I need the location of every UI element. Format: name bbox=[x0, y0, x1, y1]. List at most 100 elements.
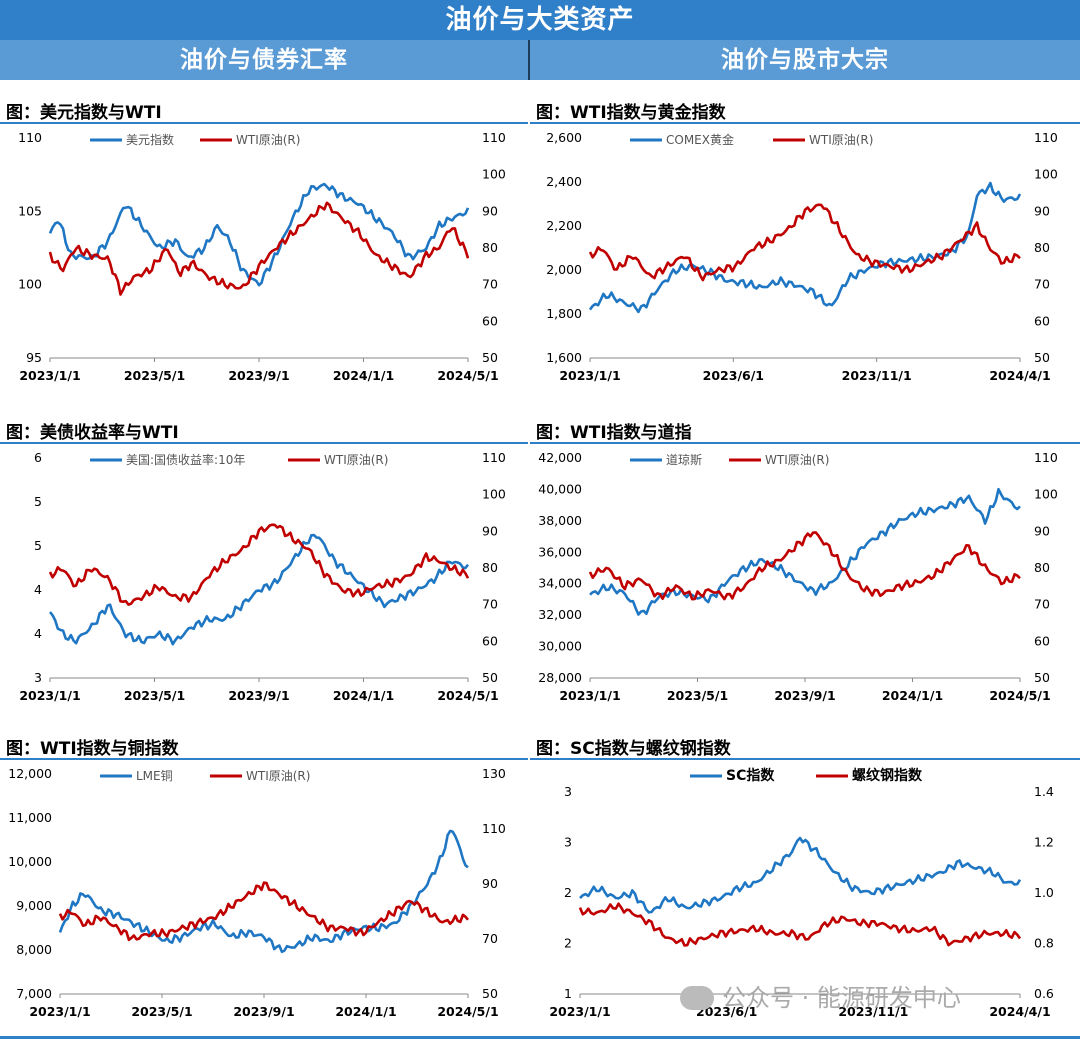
series-line bbox=[48, 533, 470, 646]
title-rule bbox=[530, 758, 1080, 760]
y2-tick-label: 110 bbox=[1034, 130, 1058, 145]
y-tick-label: 30,000 bbox=[538, 639, 582, 654]
chart-panel-sc-rebar: 图：SC指数与螺纹钢指数 1 2 2 3 3 0.6 0.8 1.0 1.2 1.4 2023/1/… bbox=[530, 734, 1080, 1034]
x-tick-label: 2023/1/1 bbox=[559, 368, 620, 383]
y-tick-label: 36,000 bbox=[538, 544, 582, 559]
x-tick-label: 2023/1/1 bbox=[559, 688, 620, 703]
y2-tick-label: 70 bbox=[1034, 277, 1050, 292]
page-title: 油价与大类资产 bbox=[0, 0, 1080, 40]
series-line bbox=[588, 203, 1021, 282]
y-tick-label: 9,000 bbox=[16, 898, 52, 913]
y2-tick-label: 60 bbox=[1034, 633, 1050, 648]
y2-tick-label: 110 bbox=[482, 450, 506, 465]
series-line bbox=[579, 836, 1022, 914]
y-tick-label: 100 bbox=[18, 277, 42, 292]
legend-label: WTI原油(R) bbox=[246, 769, 310, 783]
series-line bbox=[48, 182, 470, 287]
y-tick-label: 95 bbox=[26, 350, 42, 365]
chart-panel-dow-wti: 图：WTI指数与道指 28,000 30,000 32,000 34,000 36,00… bbox=[530, 418, 1080, 718]
y-tick-label: 2 bbox=[564, 885, 572, 900]
chart-sc-rebar: 1 2 2 3 3 0.6 0.8 1.0 1.2 1.4 2023/1/1 2023/6/1 2023… bbox=[549, 767, 1054, 1019]
y-tick-label: 3 bbox=[564, 784, 572, 799]
y2-tick-label: 70 bbox=[482, 931, 498, 946]
legend-label: COMEX黄金 bbox=[666, 132, 734, 147]
x-tick-label: 2024/5/1 bbox=[437, 1004, 498, 1019]
y2-tick-label: 50 bbox=[482, 350, 498, 365]
legend-label: 美国:国债收益率:10年 bbox=[126, 452, 245, 467]
x-tick-label: 2023/9/1 bbox=[233, 1004, 294, 1019]
y-tick-label: 11,000 bbox=[8, 810, 52, 825]
legend-label: 道琼斯 bbox=[666, 452, 702, 467]
y-tick-label: 6 bbox=[34, 450, 42, 465]
x-tick-label: 2023/11/1 bbox=[838, 1004, 908, 1019]
series-line bbox=[578, 902, 1022, 947]
series-line bbox=[589, 487, 1021, 616]
x-tick-label: 2024/5/1 bbox=[989, 688, 1050, 703]
series-line bbox=[588, 181, 1022, 314]
legend-label: 螺纹钢指数 bbox=[852, 767, 923, 784]
y2-tick-label: 90 bbox=[482, 523, 498, 538]
chart-usd-wti: 95 100 105 110 50 60 70 80 90 100 110 2023/1/1 2023/… bbox=[18, 130, 506, 383]
y2-tick-label: 90 bbox=[482, 203, 498, 218]
y-tick-label: 32,000 bbox=[538, 607, 582, 622]
x-tick-label: 2024/1/1 bbox=[882, 688, 943, 703]
y2-tick-label: 90 bbox=[1034, 523, 1050, 538]
wechat-icon bbox=[680, 986, 714, 1010]
y-tick-label: 105 bbox=[18, 203, 42, 218]
y-tick-label: 110 bbox=[18, 130, 42, 145]
section-divider bbox=[528, 40, 530, 80]
y-tick-label: 2,200 bbox=[546, 218, 582, 233]
chart-title: 图：美债收益率与WTI bbox=[6, 423, 179, 443]
x-tick-label: 2023/5/1 bbox=[124, 688, 185, 703]
x-tick-label: 2023/6/1 bbox=[696, 1004, 757, 1019]
series-line bbox=[588, 531, 1021, 601]
x-tick-label: 2023/1/1 bbox=[19, 368, 80, 383]
y-tick-label: 1,600 bbox=[546, 350, 582, 365]
title-rule bbox=[530, 122, 1080, 124]
y2-tick-label: 1.4 bbox=[1034, 784, 1054, 799]
y2-tick-label: 80 bbox=[1034, 240, 1050, 255]
y-tick-label: 1 bbox=[564, 986, 572, 1001]
chart-copper-wti: 7,000 8,000 9,000 10,000 11,000 12,000 50 70 90 1… bbox=[8, 766, 506, 1019]
y-tick-label: 7,000 bbox=[16, 986, 52, 1001]
y2-tick-label: 60 bbox=[1034, 313, 1050, 328]
legend-label: WTI原油(R) bbox=[765, 453, 829, 467]
title-rule bbox=[530, 442, 1080, 444]
x-tick-label: 2023/5/1 bbox=[131, 1004, 192, 1019]
y2-tick-label: 100 bbox=[1034, 487, 1058, 502]
y-tick-label: 2,600 bbox=[546, 130, 582, 145]
y-tick-label: 34,000 bbox=[538, 576, 582, 591]
x-tick-label: 2024/5/1 bbox=[437, 688, 498, 703]
y2-tick-label: 60 bbox=[482, 633, 498, 648]
y-tick-label: 10,000 bbox=[8, 854, 52, 869]
chart-title: 图：WTI指数与黄金指数 bbox=[536, 103, 726, 123]
y-tick-label: 2,400 bbox=[546, 174, 582, 189]
y2-tick-label: 50 bbox=[482, 670, 498, 685]
x-tick-label: 2024/4/1 bbox=[989, 1004, 1050, 1019]
y2-tick-label: 90 bbox=[482, 876, 498, 891]
chart-gold-wti: 1,600 1,800 2,000 2,200 2,400 2,600 50 60 70 80 90… bbox=[546, 130, 1058, 383]
chart-panel-yield-wti: 图：美债收益率与WTI 3 4 4 5 5 6 50 60 70 80 90 100 110 2023/1… bbox=[0, 418, 528, 718]
chart-title: 图：SC指数与螺纹钢指数 bbox=[536, 739, 731, 759]
y-tick-label: 12,000 bbox=[8, 766, 52, 781]
x-tick-label: 2024/4/1 bbox=[989, 368, 1050, 383]
y-tick-label: 5 bbox=[34, 538, 42, 553]
series-line bbox=[48, 523, 470, 606]
section-title-bonds-fx: 油价与债券汇率 bbox=[0, 40, 528, 80]
y2-tick-label: 0.6 bbox=[1034, 986, 1054, 1001]
y-tick-label: 3 bbox=[564, 835, 572, 850]
legend-label: WTI原油(R) bbox=[809, 133, 873, 147]
y-tick-label: 28,000 bbox=[538, 670, 582, 685]
legend-label: WTI原油(R) bbox=[324, 453, 388, 467]
y-tick-label: 1,800 bbox=[546, 306, 582, 321]
y2-tick-label: 100 bbox=[1034, 167, 1058, 182]
x-tick-label: 2023/5/1 bbox=[667, 688, 728, 703]
x-tick-label: 2023/6/1 bbox=[703, 368, 764, 383]
title-rule bbox=[0, 442, 528, 444]
y-tick-label: 2,000 bbox=[546, 262, 582, 277]
series-line bbox=[58, 829, 469, 954]
chart-panel-copper-wti: 图：WTI指数与铜指数 7,000 8,000 9,000 10,000 11,000 1… bbox=[0, 734, 528, 1034]
y-tick-label: 4 bbox=[34, 582, 42, 597]
x-tick-label: 2024/1/1 bbox=[333, 688, 394, 703]
x-tick-label: 2024/1/1 bbox=[333, 368, 394, 383]
